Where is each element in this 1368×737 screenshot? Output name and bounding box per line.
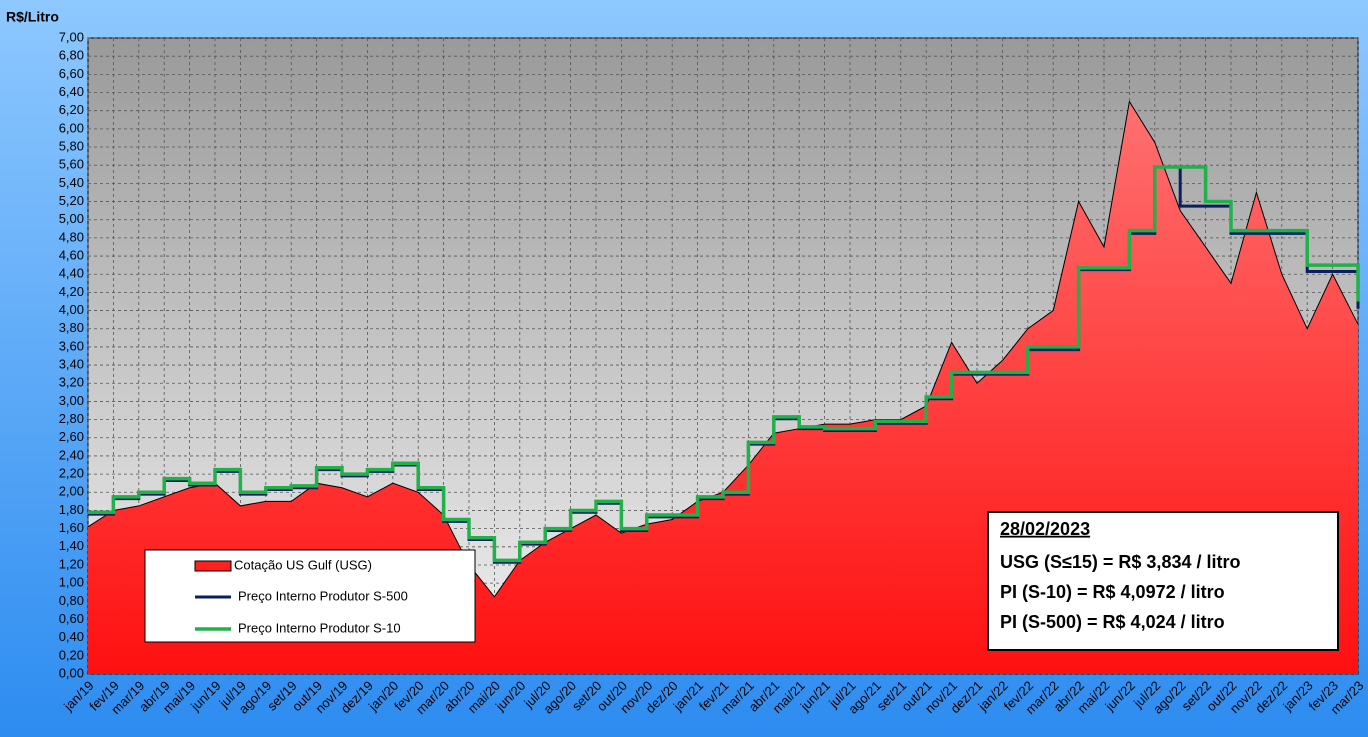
y-tick-label: 3,40 bbox=[59, 357, 84, 372]
y-tick-label: 5,00 bbox=[59, 211, 84, 226]
y-tick-label: 6,00 bbox=[59, 120, 84, 135]
y-tick-label: 1,60 bbox=[59, 520, 84, 535]
y-tick-label: 3,60 bbox=[59, 338, 84, 353]
y-tick-label: 5,20 bbox=[59, 193, 84, 208]
y-tick-label: 5,80 bbox=[59, 138, 84, 153]
legend-swatch bbox=[194, 560, 232, 572]
y-tick-label: 4,60 bbox=[59, 247, 84, 262]
annotation-line: PI (S-500) = R$ 4,024 / litro bbox=[1000, 612, 1225, 632]
annotation-line: PI (S-10) = R$ 4,0972 / litro bbox=[1000, 582, 1225, 602]
y-tick-label: 2,20 bbox=[59, 466, 84, 481]
y-tick-label: 4,80 bbox=[59, 229, 84, 244]
y-tick-label: 6,80 bbox=[59, 48, 84, 63]
y-tick-label: 2,60 bbox=[59, 429, 84, 444]
y-tick-label: 1,40 bbox=[59, 538, 84, 553]
y-tick-label: 6,60 bbox=[59, 66, 84, 81]
annotation-box bbox=[987, 511, 1339, 651]
annotation-line: USG (S≤15) = R$ 3,834 / litro bbox=[1000, 552, 1240, 572]
annotation-date: 28/02/2023 bbox=[1000, 519, 1090, 539]
y-tick-label: 5,60 bbox=[59, 157, 84, 172]
y-tick-label: 4,40 bbox=[59, 266, 84, 281]
legend: Cotação US Gulf (USG) Preço Interno Produ… bbox=[144, 549, 476, 643]
y-tick-label: 1,00 bbox=[59, 575, 84, 590]
y-tick-label: 2,00 bbox=[59, 484, 84, 499]
y-tick-label: 0,00 bbox=[59, 665, 84, 680]
y-tick-label: 4,00 bbox=[59, 302, 84, 317]
y-tick-label: 5,40 bbox=[59, 175, 84, 190]
y-tick-label: 0,40 bbox=[59, 629, 84, 644]
y-tick-label: 1,20 bbox=[59, 556, 84, 571]
y-tick-label: 3,20 bbox=[59, 375, 84, 390]
y-tick-label: 6,20 bbox=[59, 102, 84, 117]
y-tick-label: 3,00 bbox=[59, 393, 84, 408]
y-tick-label: 0,20 bbox=[59, 647, 84, 662]
y-tick-label: 2,40 bbox=[59, 447, 84, 462]
y-tick-label: 6,40 bbox=[59, 84, 84, 99]
y-tick-label: 0,80 bbox=[59, 593, 84, 608]
legend-label: Preço Interno Produtor S-500 bbox=[238, 588, 408, 603]
legend-label: Preço Interno Produtor S-10 bbox=[238, 620, 401, 635]
step-line bbox=[88, 165, 1360, 563]
y-axis-label: R$/Litro bbox=[6, 9, 59, 25]
y-tick-label: 3,80 bbox=[59, 320, 84, 335]
y-tick-label: 0,60 bbox=[59, 611, 84, 626]
y-tick-label: 1,80 bbox=[59, 502, 84, 517]
y-tick-label: 2,80 bbox=[59, 411, 84, 426]
legend-label: Cotação US Gulf (USG) bbox=[234, 557, 372, 572]
y-tick-label: 4,20 bbox=[59, 284, 84, 299]
y-tick-label: 7,00 bbox=[59, 29, 84, 44]
